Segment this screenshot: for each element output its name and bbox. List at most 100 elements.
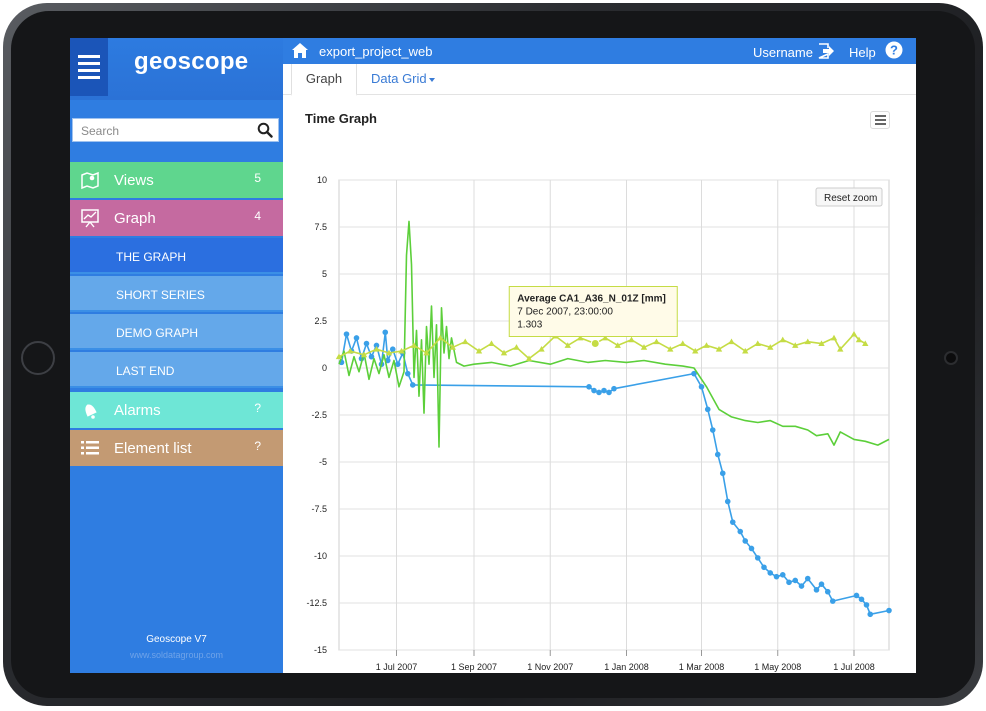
help-icon[interactable]: ? bbox=[885, 41, 903, 59]
data-point bbox=[858, 596, 865, 603]
y-tick-label: -10 bbox=[314, 551, 327, 561]
sidebar-item-graph[interactable]: Graph 4 bbox=[70, 200, 283, 236]
hamburger-menu-button[interactable] bbox=[70, 38, 108, 96]
data-point bbox=[353, 335, 360, 341]
data-point bbox=[798, 583, 805, 589]
x-tick-label: 1 Nov 2007 bbox=[527, 662, 573, 672]
sidebar-subitem-label: DEMO GRAPH bbox=[116, 326, 199, 340]
data-point bbox=[754, 555, 761, 561]
data-point bbox=[786, 579, 792, 586]
x-tick-label: 1 Mar 2008 bbox=[679, 662, 725, 672]
username-link[interactable]: Username bbox=[753, 45, 813, 60]
data-point bbox=[628, 336, 635, 343]
x-tick-label: 1 Jul 2007 bbox=[376, 662, 418, 672]
data-point bbox=[437, 334, 444, 341]
data-point bbox=[728, 338, 735, 345]
data-point bbox=[729, 519, 736, 525]
x-tick-label: 1 Sep 2007 bbox=[451, 662, 497, 672]
chevron-down-icon bbox=[428, 77, 435, 82]
y-tick-label: -2.5 bbox=[311, 410, 327, 420]
data-point bbox=[538, 346, 545, 352]
tab-bar: Graph Data Grid bbox=[283, 64, 916, 96]
data-point bbox=[410, 342, 418, 348]
data-point bbox=[692, 347, 699, 354]
reset-zoom-box[interactable] bbox=[815, 187, 883, 207]
data-point bbox=[837, 346, 844, 352]
sidebar-item-alarms[interactable]: Alarms ? bbox=[70, 392, 283, 428]
reset-zoom-button[interactable]: Reset zoom bbox=[815, 187, 883, 207]
hamburger-icon bbox=[78, 55, 100, 58]
data-point bbox=[714, 451, 721, 458]
x-tick-label: 1 May 2008 bbox=[754, 662, 801, 672]
chart-menu-button[interactable] bbox=[870, 111, 890, 129]
data-point bbox=[382, 329, 389, 336]
reset-zoom-label[interactable]: Reset zoom bbox=[824, 193, 877, 204]
search-input[interactable] bbox=[79, 121, 253, 141]
data-point bbox=[704, 406, 711, 413]
data-point bbox=[754, 340, 761, 346]
data-point bbox=[394, 361, 401, 368]
sidebar-subitem-label: SHORT SERIES bbox=[116, 288, 205, 302]
map-pin-icon bbox=[81, 171, 99, 190]
time-graph-chart[interactable]: 10 7.5 5 2.5 0 -2.5 -5 -7.5 -10 -12.5 -15 1 Jul 20… bbox=[283, 94, 916, 673]
chart-tooltip: Average CA1_A36_N_01Z [mm] 7 Dec 2007, 2… bbox=[508, 286, 678, 338]
data-point bbox=[818, 581, 825, 587]
data-point bbox=[404, 370, 411, 377]
series-4 bbox=[335, 330, 869, 361]
data-point bbox=[564, 342, 571, 348]
data-point bbox=[462, 338, 469, 345]
sidebar-item-views[interactable]: Views 5 bbox=[70, 162, 283, 198]
sidebar-subitem-demo-graph[interactable]: DEMO GRAPH bbox=[70, 314, 283, 350]
data-point bbox=[398, 347, 405, 354]
data-point bbox=[602, 334, 609, 341]
data-point bbox=[389, 346, 396, 352]
tab-graph[interactable]: Graph bbox=[291, 64, 357, 96]
sidebar-subitem-short-series[interactable]: SHORT SERIES bbox=[70, 276, 283, 312]
logout-icon[interactable] bbox=[817, 42, 835, 60]
sidebar-subitem-last-end[interactable]: LAST END bbox=[70, 352, 283, 388]
data-point bbox=[703, 342, 710, 348]
tooltip-value: 1.303 bbox=[517, 320, 542, 331]
y-tick-label: 2.5 bbox=[314, 316, 327, 326]
data-point bbox=[779, 572, 786, 578]
sidebar-item-element-list[interactable]: Element list ? bbox=[70, 430, 283, 466]
presentation-chart-icon bbox=[81, 209, 99, 228]
data-point bbox=[373, 346, 380, 352]
data-point bbox=[792, 577, 799, 584]
tablet-home-button[interactable] bbox=[21, 341, 55, 375]
y-tick-label: -12.5 bbox=[306, 598, 327, 608]
data-point bbox=[863, 602, 870, 608]
data-point bbox=[773, 573, 780, 580]
x-tick-label: 1 Jul 2008 bbox=[833, 662, 875, 672]
data-point bbox=[761, 564, 767, 571]
data-point bbox=[360, 351, 368, 358]
chart-series bbox=[335, 220, 892, 618]
data-point bbox=[813, 587, 820, 593]
data-point bbox=[347, 347, 354, 354]
data-point bbox=[767, 570, 774, 576]
data-point bbox=[779, 336, 786, 343]
data-point bbox=[886, 607, 892, 614]
y-axis: 10 7.5 5 2.5 0 -2.5 -5 -7.5 -10 -12.5 -15 bbox=[306, 175, 327, 655]
data-point bbox=[719, 470, 726, 477]
x-axis: 1 Jul 2007 1 Sep 2007 1 Nov 2007 1 Jan 2008… bbox=[376, 650, 875, 672]
data-point bbox=[653, 338, 660, 345]
data-point bbox=[423, 349, 430, 356]
help-link[interactable]: Help bbox=[849, 45, 876, 60]
data-point bbox=[862, 340, 869, 346]
home-icon[interactable] bbox=[291, 42, 309, 59]
data-point bbox=[363, 340, 370, 347]
sidebar-subitem-label: LAST END bbox=[116, 364, 175, 378]
company-link[interactable]: www.soldatagroup.com bbox=[129, 650, 224, 660]
tab-data-grid[interactable]: Data Grid bbox=[371, 64, 435, 94]
series-line bbox=[338, 333, 866, 360]
search-icon[interactable] bbox=[257, 122, 273, 138]
svg-text:?: ? bbox=[890, 43, 898, 58]
bell-icon bbox=[85, 404, 97, 419]
sidebar-subitem-the-graph[interactable]: THE GRAPH bbox=[70, 238, 283, 274]
tooltip-title: Average CA1_A36_N_01Z [mm] bbox=[517, 294, 666, 305]
app-logo: geoscope bbox=[134, 48, 249, 75]
series-2 bbox=[338, 220, 890, 448]
data-point bbox=[667, 346, 674, 352]
project-name[interactable]: export_project_web bbox=[319, 44, 433, 59]
